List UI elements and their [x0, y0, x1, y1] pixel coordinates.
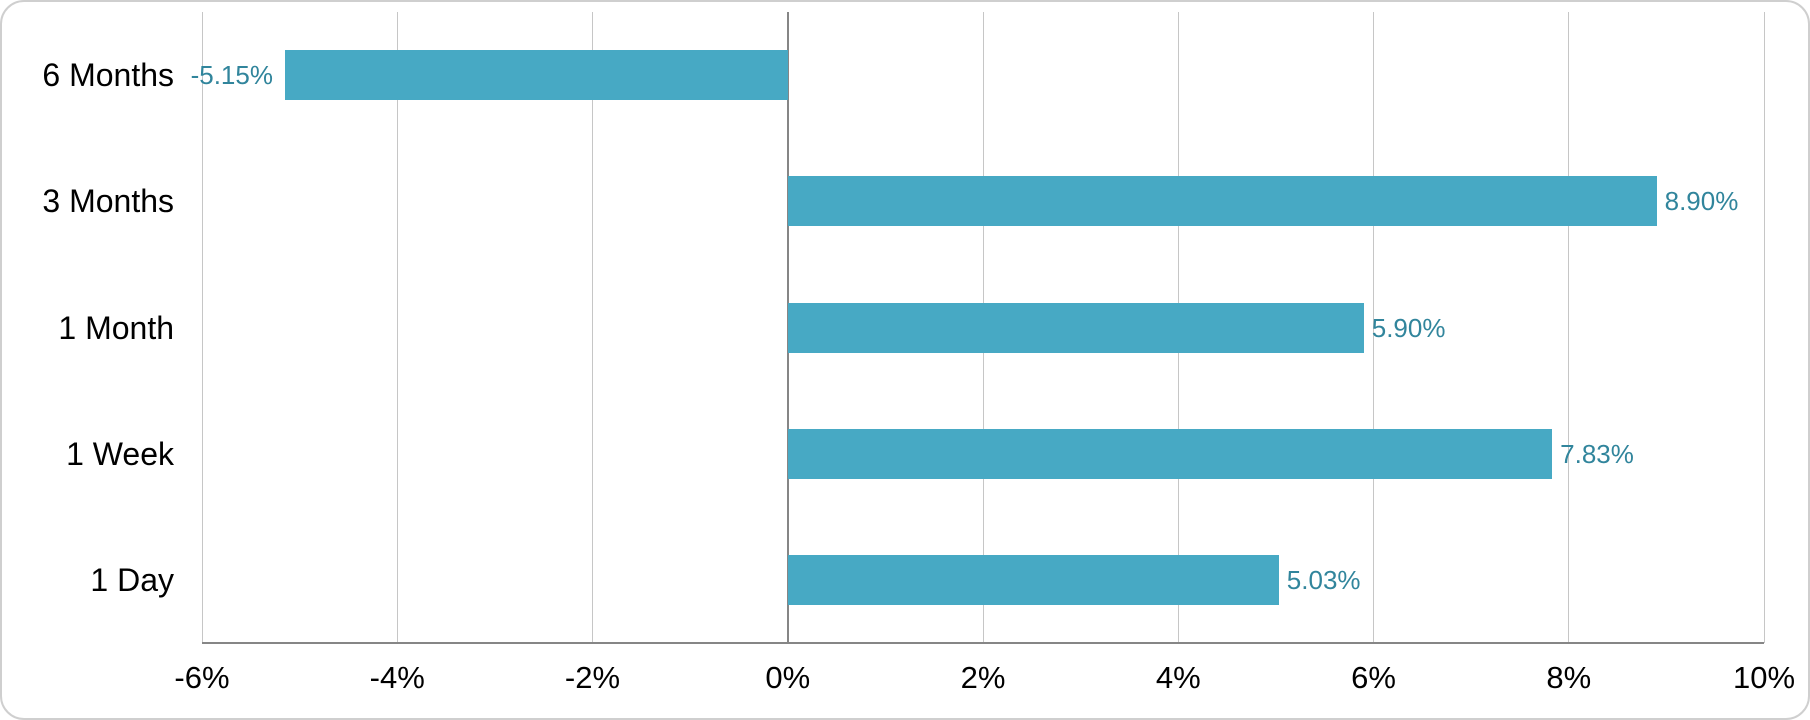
value-label: 5.03% — [1286, 564, 1361, 595]
category-label: 6 Months — [42, 57, 174, 94]
bar-1-day — [787, 554, 1279, 605]
bar-1-month — [787, 302, 1364, 353]
category-label: 3 Months — [42, 183, 174, 220]
value-label: 5.90% — [1371, 312, 1446, 343]
bar-3-months — [787, 176, 1657, 227]
x-axis-line — [202, 642, 1764, 644]
value-label: 7.83% — [1560, 438, 1634, 469]
value-label: -5.15% — [190, 60, 273, 91]
x-tick-label: 0% — [765, 660, 811, 695]
x-tick-label: -6% — [174, 660, 230, 695]
gridline — [1373, 12, 1374, 643]
x-tick-label: -4% — [369, 660, 425, 695]
x-tick-label: 8% — [1546, 660, 1592, 695]
x-tick-label: 10% — [1732, 660, 1796, 695]
bar-6-months — [284, 50, 788, 101]
x-tick-label: 2% — [960, 660, 1006, 695]
gridline — [396, 12, 398, 643]
x-tick-label: 4% — [1155, 660, 1201, 695]
x-tick-label: -2% — [564, 660, 621, 695]
value-label: 8.90% — [1664, 186, 1739, 217]
gridline — [201, 12, 203, 643]
bar-1-week — [787, 428, 1553, 479]
x-tick-label: 6% — [1351, 660, 1396, 695]
category-label: 1 Day — [90, 561, 174, 598]
gridline — [1763, 12, 1765, 643]
gridline — [592, 12, 593, 643]
category-label: 1 Month — [58, 309, 174, 346]
gridline — [1568, 12, 1570, 643]
category-label: 1 Week — [66, 435, 174, 472]
